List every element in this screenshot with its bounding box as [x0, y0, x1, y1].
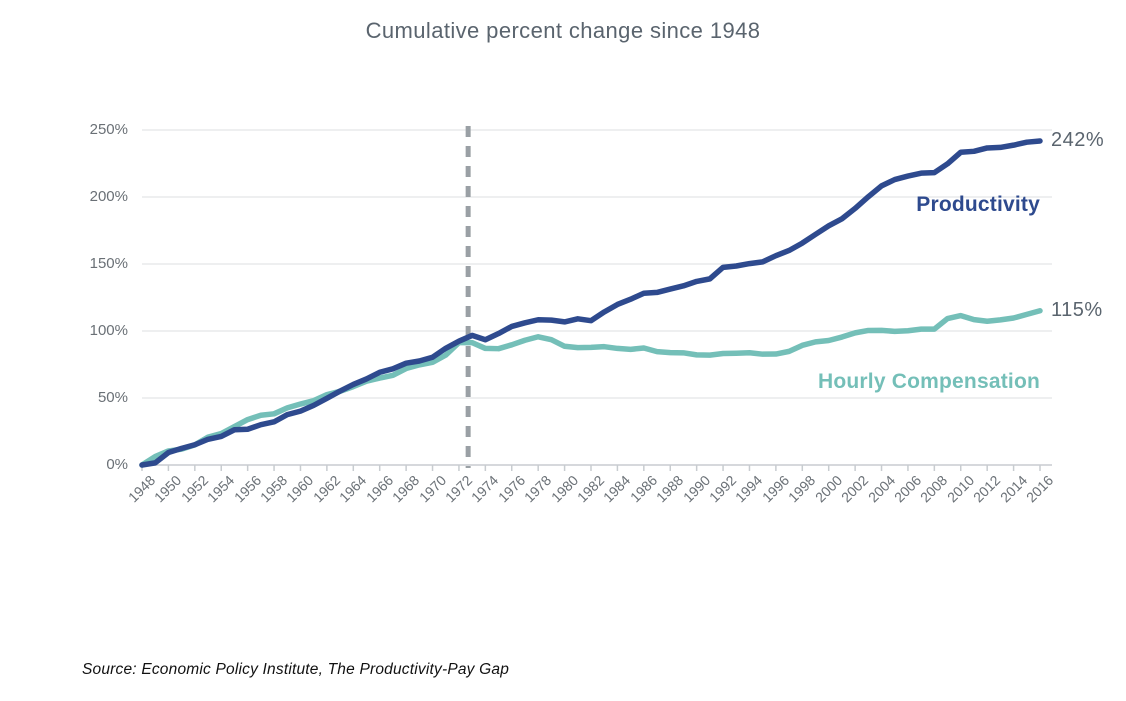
y-tick-label: 50% [97, 389, 128, 406]
productivity-end-value: 242% [1051, 129, 1105, 151]
y-tick-label: 0% [106, 456, 128, 473]
productivity-line [139, 138, 1043, 468]
compensation-end-value: 115% [1051, 299, 1103, 321]
y-tick-label: 100% [89, 322, 128, 339]
y-tick-label: 250% [89, 121, 128, 138]
source-citation: Source: Economic Policy Institute, The P… [82, 661, 510, 678]
productivity-series-label: Productivity [916, 193, 1040, 216]
compensation-series-label: Hourly Compensation [818, 370, 1040, 393]
chart-title: Cumulative percent change since 1948 [365, 18, 761, 43]
hourly-compensation-line [139, 308, 1043, 468]
y-tick-label: 150% [89, 255, 128, 272]
y-tick-label: 200% [89, 188, 128, 205]
